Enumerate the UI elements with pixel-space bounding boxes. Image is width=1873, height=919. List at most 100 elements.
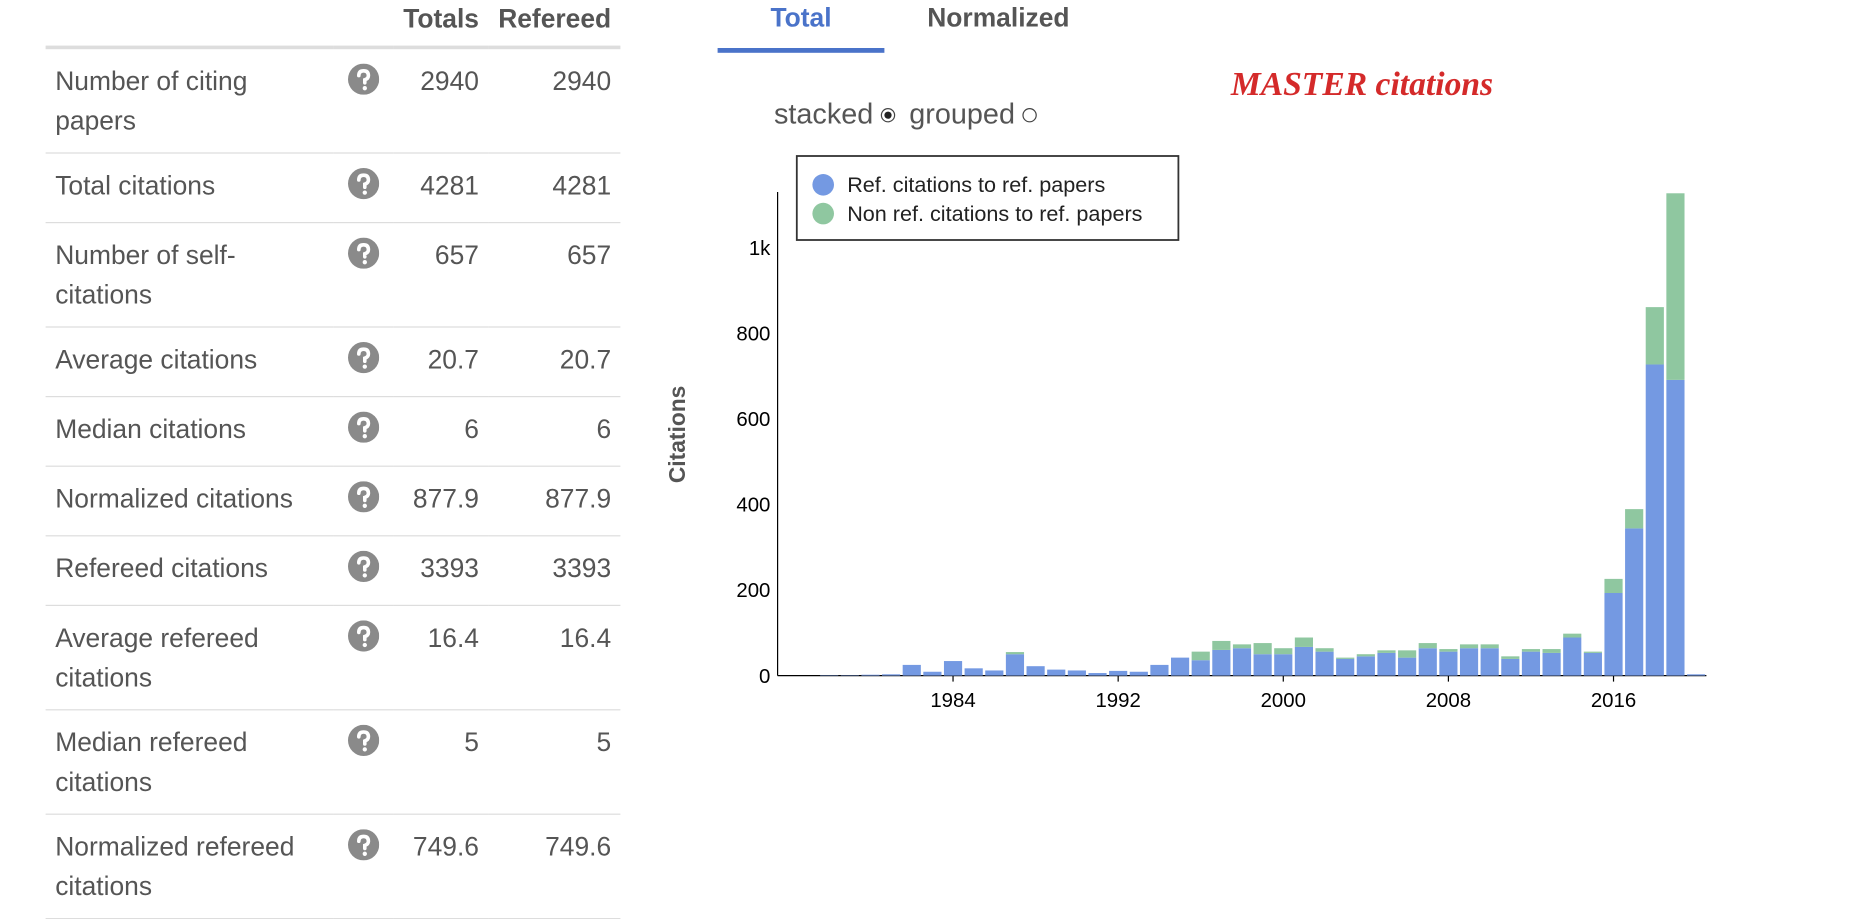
legend-swatch [812,203,834,225]
bar-segment [1687,674,1705,675]
totals-value: 3393 [394,536,489,606]
bar-segment [1295,647,1313,676]
totals-value: 6 [394,397,489,467]
chart: MASTER citationsCitations02004006008001k… [648,0,1872,876]
bar-segment [1130,672,1148,676]
bar-segment [1646,307,1664,364]
legend-swatch [812,174,834,196]
row-label: Normalized refereed citations [46,814,334,918]
refereed-value: 16.4 [489,605,621,709]
help-icon[interactable] [348,725,379,756]
bar-segment [1460,648,1478,675]
help-cell [334,466,394,536]
bar-segment [1604,593,1622,676]
bar-segment [1625,528,1643,675]
help-cell [334,814,394,918]
x-tick-label: 1984 [930,690,975,712]
help-cell [334,47,394,153]
refereed-value: 6 [489,397,621,467]
help-icon[interactable] [348,481,379,512]
x-tick-label: 2000 [1261,690,1306,712]
help-icon[interactable] [348,168,379,199]
bar-segment [1398,658,1416,676]
bar-segment [1377,653,1395,676]
bar-segment [1604,579,1622,593]
refereed-value: 20.7 [489,327,621,397]
bar-segment [1357,654,1375,656]
x-tick-label: 2008 [1426,690,1471,712]
bar-segment [861,675,879,676]
bar-segment [1563,638,1581,676]
bar-segment [1584,652,1602,653]
row-label: Normalized citations [46,466,334,536]
row-label: Refereed citations [46,536,334,606]
y-tick-label: 1k [749,238,771,260]
bar-segment [1419,643,1437,648]
bar-segment [1109,671,1127,676]
totals-value: 4281 [394,153,489,223]
help-cell [334,710,394,814]
bar-segment [1212,641,1230,650]
bar-segment [1171,658,1189,676]
bar-segment [1584,653,1602,676]
bar-segment [1377,650,1395,653]
column-header: Totals [394,0,489,47]
bar-segment [1006,652,1024,654]
bar-segment [1192,652,1210,661]
totals-value: 2940 [394,47,489,153]
help-icon[interactable] [348,829,379,860]
legend-label: Ref. citations to ref. papers [847,172,1105,197]
bar-segment [1068,670,1086,675]
help-icon[interactable] [348,620,379,651]
totals-value: 657 [394,223,489,327]
help-icon[interactable] [348,238,379,269]
row-label: Number of citing papers [46,47,334,153]
refereed-value: 3393 [489,536,621,606]
bar-segment [985,670,1003,675]
help-icon[interactable] [348,551,379,582]
bar-segment [1336,659,1354,676]
bar-segment [1047,670,1065,676]
refereed-value: 657 [489,223,621,327]
bar-segment [1088,673,1106,676]
bar-segment [1419,648,1437,675]
help-icon[interactable] [348,412,379,443]
bar-segment [944,661,962,676]
help-icon[interactable] [348,342,379,373]
bar-segment [1398,650,1416,657]
refereed-value: 4281 [489,153,621,223]
bar-segment [1233,644,1251,648]
bar-segment [1666,193,1684,380]
y-axis-label: Citations [664,386,690,484]
row-label: Average refereed citations [46,605,334,709]
row-label: Median citations [46,397,334,467]
help-cell [334,223,394,327]
bar-segment [1254,643,1272,654]
help-cell [334,605,394,709]
legend-box [797,156,1179,240]
bar-segment [923,672,941,676]
legend-label: Non ref. citations to ref. papers [847,201,1142,226]
help-icon[interactable] [348,64,379,95]
bar-segment [1315,648,1333,651]
totals-value: 16.4 [394,605,489,709]
bar-segment [1315,652,1333,676]
row-label: Number of self-citations [46,223,334,327]
column-header: Refereed [489,0,621,47]
refereed-value: 877.9 [489,466,621,536]
help-cell [334,397,394,467]
bar-segment [1522,652,1540,676]
bar-segment [1460,644,1478,648]
